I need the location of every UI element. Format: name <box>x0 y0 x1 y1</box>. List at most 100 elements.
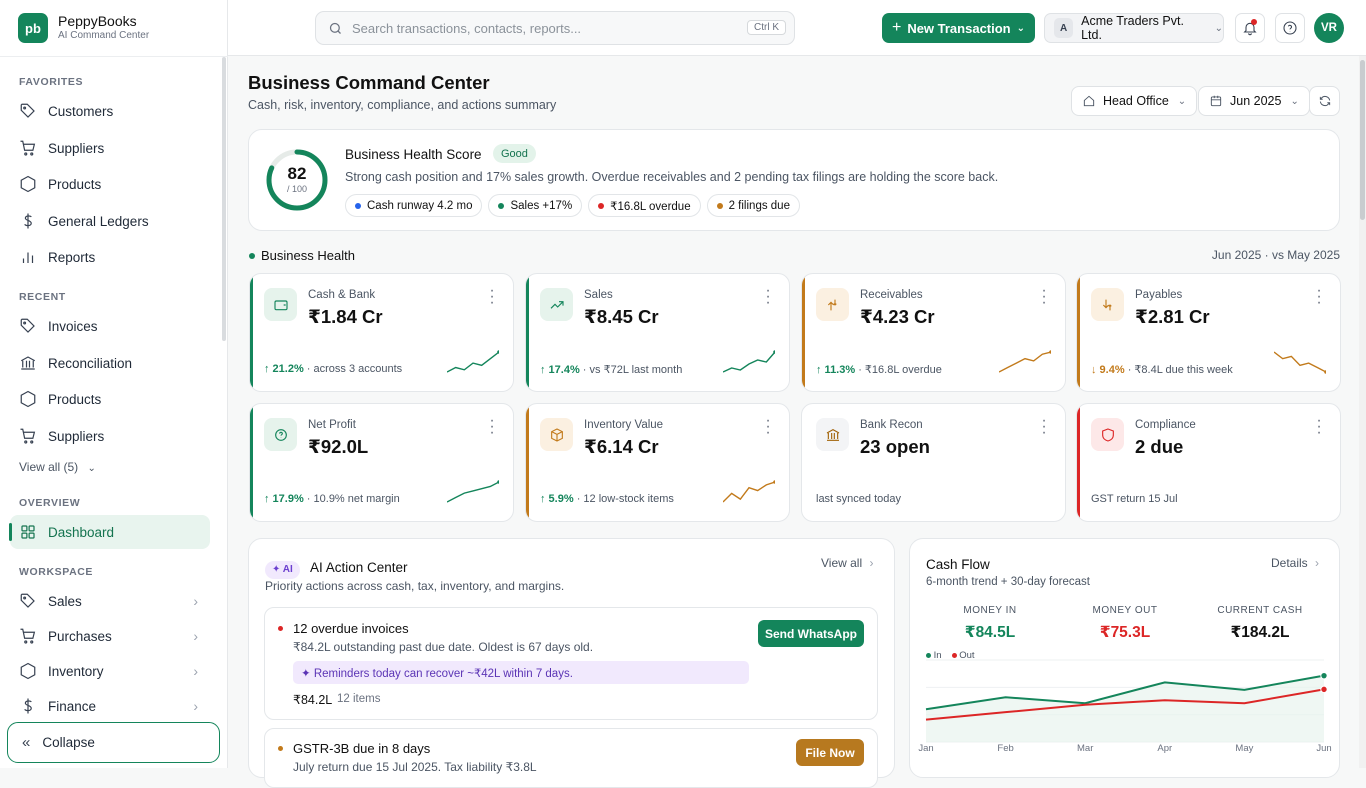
period-select[interactable]: Jun 2025 ⌄ <box>1198 86 1310 116</box>
more-vertical-icon[interactable]: · · · <box>765 282 771 311</box>
search-input[interactable] <box>352 20 732 36</box>
topbar: Ctrl K + New Transaction ⌄ A Acme Trader… <box>228 0 1366 56</box>
kpi-card-net-profit[interactable]: Net Profit ₹92.0L · · · ↑ 17.9% · 10.9% net m… <box>249 403 514 522</box>
send-whatsapp-button[interactable]: Send WhatsApp <box>758 620 864 647</box>
sidebar-item-sales[interactable]: Sales › <box>10 584 210 618</box>
company-switcher[interactable]: A Acme Traders Pvt. Ltd. ⌄ <box>1044 13 1224 43</box>
kpi-note: · vs ₹72L last month <box>579 364 683 376</box>
chevron-down-icon: ⌄ <box>1214 22 1223 34</box>
kpi-card-inventory-value[interactable]: Inventory Value ₹6.14 Cr · · · ↑ 5.9% · 12 lo… <box>525 403 790 522</box>
sidebar-scrollbar[interactable] <box>222 57 226 341</box>
sidebar-item-suppliers[interactable]: Suppliers <box>10 131 210 165</box>
health-score-ring <box>266 149 328 211</box>
chip-dot <box>498 202 505 209</box>
section-label-recent: RECENT <box>19 291 66 303</box>
more-vertical-icon[interactable]: · · · <box>1316 412 1322 441</box>
tag-icon <box>20 318 35 333</box>
kpi-footnote: ↑ 5.9% · 12 low-stock items <box>540 493 674 505</box>
chip-overdue[interactable]: ₹16.8L overdue <box>588 194 701 217</box>
health-score-max: / 100 <box>286 184 308 194</box>
sparkline-path <box>999 351 1051 373</box>
series-end-point-out[interactable] <box>1320 685 1328 694</box>
kpi-icon-wrap <box>264 288 297 321</box>
kpi-footnote: last synced today <box>816 493 901 505</box>
kpi-accent-bar <box>802 274 805 391</box>
kpi-label: Sales <box>584 289 613 301</box>
sidebar-item-inventory[interactable]: Inventory › <box>10 654 210 688</box>
health-score-value: 82 <box>287 164 307 183</box>
x-tick-label: Feb <box>997 743 1013 754</box>
file-now-button[interactable]: File Now <box>796 739 864 766</box>
more-vertical-icon[interactable]: · · · <box>1041 282 1047 311</box>
ai-suggestion: ✦ Reminders today can recover ~₹42L with… <box>293 661 749 684</box>
sidebar-item-label: General Ledgers <box>48 213 149 229</box>
kpi-icon-wrap <box>540 288 573 321</box>
kpi-card-sales[interactable]: Sales ₹8.45 Cr · · · ↑ 17.4% · vs ₹72L last m… <box>525 273 790 392</box>
sparkline-end-point <box>773 350 775 354</box>
user-avatar[interactable]: VR <box>1314 13 1344 43</box>
ai-view-all-link[interactable]: View all › <box>821 556 873 570</box>
sparkline-path <box>1274 351 1326 373</box>
more-vertical-icon[interactable]: · · · <box>489 412 495 441</box>
kpi-card-bank-recon[interactable]: Bank Recon 23 open · · · last synced today <box>801 403 1066 522</box>
sidebar-item-label: Reports <box>48 249 96 265</box>
box-icon <box>20 175 36 193</box>
kpi-footnote: ↓ 9.4% · ₹8.4L due this week <box>1091 363 1233 376</box>
kpi-card-compliance[interactable]: Compliance 2 due · · · GST return 15 Jul <box>1076 403 1341 522</box>
money-in-label: MONEY IN <box>963 605 1017 616</box>
kpi-accent-bar <box>526 404 529 521</box>
kpi-icon-wrap <box>540 418 573 451</box>
action-item-overdue-invoices: 12 overdue invoices ₹84.2L outstanding p… <box>264 607 878 720</box>
chip-cash-runway[interactable]: Cash runway 4.2 mo <box>345 194 483 217</box>
notification-dot <box>1251 19 1257 25</box>
kpi-delta: ↑ 17.4% <box>540 364 580 376</box>
chip-filings[interactable]: 2 filings due <box>706 194 800 217</box>
kpi-sparkline <box>1274 351 1326 374</box>
more-vertical-icon[interactable]: · · · <box>489 282 495 311</box>
page-scrollbar[interactable] <box>1359 56 1366 768</box>
search-box[interactable]: Ctrl K <box>315 11 795 45</box>
brand[interactable]: pb PeppyBooks AI Command Center <box>18 13 149 43</box>
wallet-icon <box>273 299 288 310</box>
more-vertical-icon[interactable]: · · · <box>765 412 771 441</box>
more-vertical-icon[interactable]: · · · <box>1041 412 1047 441</box>
chip-sales[interactable]: Sales +17% <box>488 194 583 217</box>
kpi-value: 23 open <box>860 436 930 457</box>
sidebar-item-customers[interactable]: Customers <box>10 94 210 128</box>
cash-flow-details-link[interactable]: Details › <box>1271 556 1319 570</box>
kpi-accent-bar <box>250 274 253 391</box>
sidebar-item-purchases[interactable]: Purchases › <box>10 619 210 653</box>
series-end-point-in[interactable] <box>1320 671 1328 680</box>
new-transaction-button[interactable]: + New Transaction ⌄ <box>882 13 1035 43</box>
kpi-sparkline <box>723 350 775 373</box>
branch-select[interactable]: Head Office ⌄ <box>1071 86 1198 116</box>
more-vertical-icon[interactable]: · · · <box>1316 282 1322 311</box>
sidebar-item-reconciliation[interactable]: Reconciliation <box>10 346 210 380</box>
sidebar-item-label: Products <box>48 176 102 192</box>
sidebar-item-dashboard[interactable]: Dashboard <box>9 515 210 549</box>
refresh-button[interactable] <box>1309 86 1340 116</box>
kpi-card-receivables[interactable]: Receivables ₹4.23 Cr · · · ↑ 11.3% · ₹16.8L o… <box>801 273 1066 392</box>
sidebar-item-invoices[interactable]: Invoices <box>10 309 210 343</box>
current-cash-label: CURRENT CASH <box>1217 605 1303 616</box>
sidebar-item-finance[interactable]: Finance › <box>10 689 210 723</box>
sidebar-item-products-recent[interactable]: Products <box>10 382 210 416</box>
sidebar-item-reports[interactable]: Reports <box>10 240 210 274</box>
kpi-value: 2 due <box>1135 436 1184 457</box>
notifications-button[interactable] <box>1235 13 1265 43</box>
kpi-card-payables[interactable]: Payables ₹2.81 Cr · · · ↓ 9.4% · ₹8.4L due th… <box>1076 273 1341 392</box>
sidebar-item-products[interactable]: Products <box>10 167 210 201</box>
kpi-card-cash-bank[interactable]: Cash & Bank ₹1.84 Cr · · · ↑ 21.2% · across 3… <box>249 273 514 392</box>
view-all-recent-link[interactable]: View all (5) ⌄ <box>19 460 96 474</box>
health-status-badge: Good <box>493 144 536 163</box>
sidebar-item-general-ledgers[interactable]: General Ledgers <box>10 204 210 238</box>
kpi-accent-bar <box>250 404 253 521</box>
sparkline-end-point <box>1049 350 1051 354</box>
collapse-sidebar-button[interactable]: « Collapse <box>7 722 220 763</box>
sidebar-item-suppliers-recent[interactable]: Suppliers <box>10 419 210 453</box>
help-button[interactable] <box>1275 13 1305 43</box>
chip-label: 2 filings due <box>728 199 790 212</box>
priority-dot <box>278 746 283 751</box>
action-detail: ₹84.2L outstanding past due date. Oldest… <box>293 640 594 654</box>
x-tick-label: Mar <box>1077 743 1093 754</box>
